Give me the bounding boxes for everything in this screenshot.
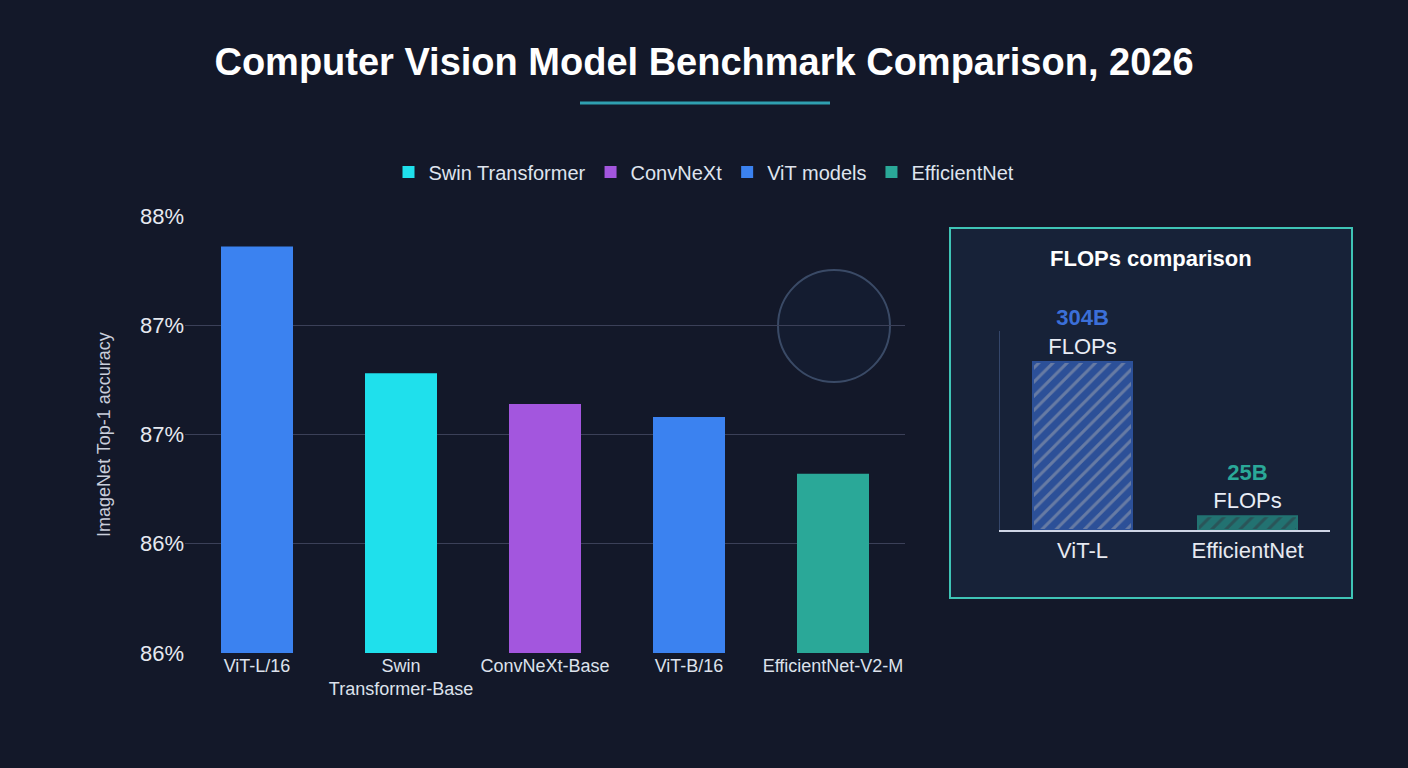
svg-text:86%: 86% xyxy=(140,531,184,556)
svg-text:ConvNeXt-Base: ConvNeXt-Base xyxy=(480,656,609,676)
svg-text:25BFLOPs: 25BFLOPs xyxy=(1213,460,1281,514)
svg-text:ConvNeXt: ConvNeXt xyxy=(631,162,723,184)
svg-text:ViT-L/16: ViT-L/16 xyxy=(224,656,291,676)
svg-text:ViT-L: ViT-L xyxy=(1057,538,1108,563)
svg-text:EfficientNet-V2-M: EfficientNet-V2-M xyxy=(763,656,904,676)
svg-text:EfficientNet: EfficientNet xyxy=(911,162,1013,184)
svg-text:Swin Transformer: Swin Transformer xyxy=(429,162,586,184)
svg-text:SwinTransformer-Base: SwinTransformer-Base xyxy=(329,656,473,699)
svg-text:304BFLOPs: 304BFLOPs xyxy=(1048,305,1116,359)
svg-text:Computer Vision Model Benchmar: Computer Vision Model Benchmark Comparis… xyxy=(214,41,1193,83)
svg-text:ViT models: ViT models xyxy=(767,162,866,184)
svg-text:87%: 87% xyxy=(140,422,184,447)
svg-text:88%: 88% xyxy=(140,204,184,229)
svg-text:FLOPs comparison: FLOPs comparison xyxy=(1050,246,1252,271)
svg-text:ViT-B/16: ViT-B/16 xyxy=(655,656,724,676)
svg-text:86%: 86% xyxy=(140,641,184,666)
svg-text:EfficientNet: EfficientNet xyxy=(1191,538,1303,563)
svg-text:87%: 87% xyxy=(140,313,184,338)
svg-text:ImageNet Top-1 accuracy: ImageNet Top-1 accuracy xyxy=(94,332,114,537)
